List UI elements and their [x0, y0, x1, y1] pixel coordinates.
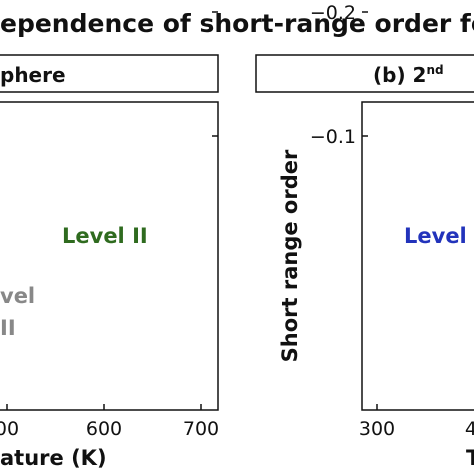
panel-a-plot: 00 600 700 [0, 11, 219, 440]
panel-a-title-box [0, 54, 219, 93]
panel-b-ytick-label: −0.1 [310, 126, 356, 148]
panel-a-axes [0, 101, 219, 411]
panel-b-title: (b) 2nd [373, 63, 444, 87]
panel-b-xtick-label: 40 [465, 418, 474, 440]
panel-a-annotation-level-ii: Level II [62, 224, 148, 248]
panel-a-xtick-label: 600 [86, 418, 122, 440]
panel-b-xtick-label: 300 [359, 418, 395, 440]
panel-a-annotation-level-iii-b: II [0, 316, 16, 340]
panel-a-xtick-label: 700 [183, 418, 219, 440]
panel-b-axes [361, 101, 474, 411]
panel-a-xtick-label: 00 [0, 418, 19, 440]
panel-b-xlabel: T [466, 446, 474, 470]
panel-b-annotation-level: Level [404, 224, 467, 248]
panel-a-xlabel: ature (K) [0, 446, 107, 470]
panel-a-title: phere [0, 63, 66, 87]
figure-title: ependence of short-range order for [0, 9, 474, 38]
panel-b-title-box [255, 54, 474, 93]
panel-b-ylabel: Short range order [278, 149, 302, 362]
panel-a-annotation-level-iii-a: vel [0, 284, 35, 308]
panel-b-ytick-label: −0.2 [310, 2, 356, 24]
panel-b-plot: 30040−0.1−0.2−0.3−0.4−0.5−0.6 [310, 2, 474, 440]
